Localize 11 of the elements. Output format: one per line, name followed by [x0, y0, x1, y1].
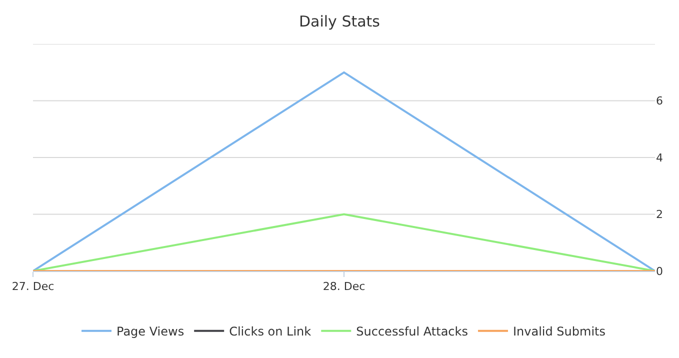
x-tick-label: 27. Dec: [12, 280, 54, 294]
y-tick-label: 2: [656, 208, 663, 222]
legend-label: Clicks on Link: [229, 324, 312, 339]
chart-title: Daily Stats: [298, 12, 380, 31]
legend-label: Invalid Submits: [512, 324, 606, 339]
legend-label: Successful Attacks: [356, 324, 468, 339]
x-tick-label: 28. Dec: [322, 280, 366, 294]
y-tick-label: 0: [656, 264, 663, 278]
y-tick-label: 6: [656, 94, 663, 108]
legend-label: Page Views: [116, 324, 184, 339]
y-tick-label: 4: [656, 151, 663, 164]
